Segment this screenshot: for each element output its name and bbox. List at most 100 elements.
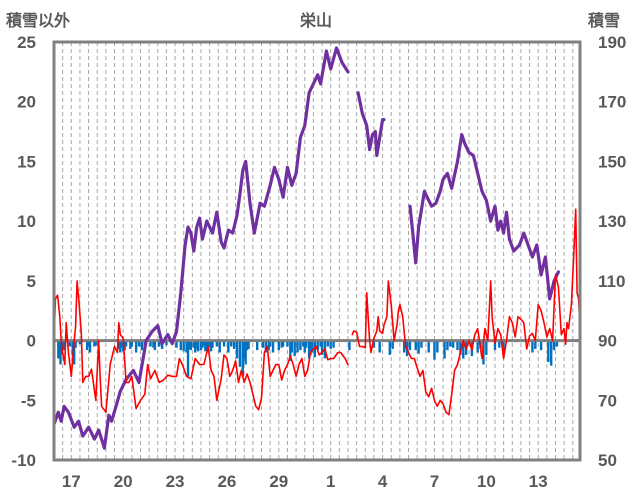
precipitation-bar xyxy=(243,340,246,359)
precipitation-bar xyxy=(165,340,168,346)
left-tick-label: -5 xyxy=(21,391,36,410)
x-tick-label: 20 xyxy=(114,472,133,491)
precipitation-bar xyxy=(549,340,553,366)
right-axis-label: 積雪 xyxy=(587,11,620,30)
precipitation-bar xyxy=(201,340,204,348)
left-tick-label: 20 xyxy=(17,93,36,112)
snow-depth-line xyxy=(52,46,350,450)
precipitation-bar xyxy=(502,340,505,353)
precipitation-bar xyxy=(123,340,126,351)
precipitation-bar xyxy=(124,340,128,347)
plot-frame xyxy=(52,40,582,462)
precipitation-bar xyxy=(313,340,317,358)
precipitation-bar xyxy=(57,340,60,359)
left-tick-label: 5 xyxy=(27,272,36,291)
precipitation-bar xyxy=(372,340,376,348)
precipitation-bar xyxy=(271,340,275,353)
right-tick-label: 150 xyxy=(598,152,626,171)
precipitation-bar xyxy=(62,340,66,351)
precipitation-bar xyxy=(433,340,436,360)
precipitation-bar xyxy=(232,340,236,349)
precipitation-bar xyxy=(120,340,123,348)
precipitation-bar xyxy=(539,340,543,351)
precipitation-bar xyxy=(179,340,183,351)
precipitation-bar xyxy=(420,340,423,348)
precipitation-bar xyxy=(485,340,488,355)
precipitation-bar xyxy=(78,340,82,345)
precipitation-bar xyxy=(534,340,537,349)
left-axis-label: 積雪以外 xyxy=(5,11,70,30)
precipitation-bar xyxy=(326,340,330,347)
precipitation-bar xyxy=(476,340,479,353)
precipitation-bar xyxy=(417,340,420,354)
precipitation-bar xyxy=(218,340,221,353)
precipitation-bar xyxy=(459,340,462,355)
precipitation-bar xyxy=(158,340,161,347)
precipitation-bar xyxy=(451,340,455,348)
x-tick-label: 7 xyxy=(430,472,439,491)
precipitation-bar xyxy=(152,340,155,348)
x-tick-label: 4 xyxy=(378,472,388,491)
grid xyxy=(62,42,574,460)
precipitation-bar xyxy=(498,340,501,348)
precipitation-bar xyxy=(235,340,239,359)
precipitation-bar xyxy=(195,340,198,349)
precipitation-bar xyxy=(222,340,226,347)
right-tick-label: 170 xyxy=(598,93,626,112)
right-tick-label: 130 xyxy=(598,212,626,231)
precipitation-bar xyxy=(130,340,134,347)
precipitation-bar xyxy=(443,340,446,359)
precipitation-bar xyxy=(59,340,62,365)
precipitation-bar xyxy=(255,340,259,351)
precipitation-bar xyxy=(493,340,497,351)
precipitation-bar xyxy=(129,340,132,349)
left-tick-label: 10 xyxy=(17,212,36,231)
precipitation-bar xyxy=(261,340,265,348)
precipitation-bar xyxy=(436,340,439,353)
x-tick-label: 10 xyxy=(477,472,496,491)
precipitation-bar xyxy=(299,340,302,351)
precipitation-bar xyxy=(286,340,289,347)
x-tick-label: 13 xyxy=(529,472,548,491)
precipitation-bar xyxy=(208,340,211,347)
x-tick-label: 17 xyxy=(62,472,81,491)
precipitation-bar xyxy=(264,340,268,353)
precipitation-bar xyxy=(329,340,332,349)
precipitation-bar xyxy=(388,340,391,355)
right-tick-label: 90 xyxy=(598,332,617,351)
precipitation-bar xyxy=(117,340,121,349)
precipitation-bar xyxy=(247,340,250,349)
precipitation-bar xyxy=(175,340,178,348)
precipitation-bar xyxy=(188,340,191,349)
left-tick-label: -10 xyxy=(11,451,36,470)
precipitation-bar xyxy=(204,340,207,352)
precipitation-bar xyxy=(462,340,465,359)
precipitation-bar xyxy=(446,340,449,351)
precipitation-bar xyxy=(227,340,230,353)
precipitation-bar xyxy=(199,340,203,351)
precipitation-bar xyxy=(402,340,406,353)
chart-title: 栄山 xyxy=(299,11,332,30)
precipitation-bar xyxy=(547,340,550,363)
precipitation-bar xyxy=(205,340,208,351)
right-tick-label: 70 xyxy=(598,391,617,410)
precipitation-bar xyxy=(289,340,292,361)
precipitation-bar xyxy=(241,340,244,377)
left-tick-label: 15 xyxy=(17,152,36,171)
snow-depth-line xyxy=(408,133,561,301)
precipitation-bar xyxy=(309,340,312,355)
precipitation-bar xyxy=(211,340,214,348)
precipitation-bar xyxy=(119,340,122,353)
precipitation-bar xyxy=(93,340,96,347)
precipitation-bar xyxy=(194,340,197,353)
precipitation-bar xyxy=(182,340,185,352)
left-tick-label: 0 xyxy=(27,332,36,351)
precipitation-bar xyxy=(391,340,394,349)
precipitation-bar xyxy=(296,340,299,353)
right-tick-label: 50 xyxy=(598,451,617,470)
precipitation-bar xyxy=(95,340,98,346)
precipitation-bar xyxy=(348,340,351,351)
x-tick-label: 23 xyxy=(166,472,185,491)
series-lines xyxy=(52,46,581,450)
